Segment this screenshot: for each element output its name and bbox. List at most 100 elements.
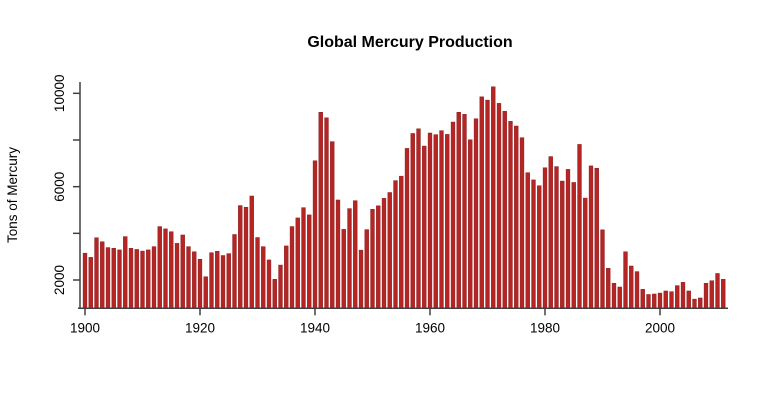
bar-1924 bbox=[220, 255, 226, 309]
bar-1909 bbox=[134, 249, 139, 309]
bar-1916 bbox=[174, 243, 180, 309]
bar-1927 bbox=[238, 205, 243, 309]
bar-1984 bbox=[565, 169, 571, 309]
bar-1991 bbox=[606, 268, 611, 309]
x-tick-label: 1960 bbox=[415, 320, 445, 335]
y-tick-label: 2000 bbox=[52, 265, 67, 295]
bar-1983 bbox=[560, 180, 565, 309]
x-tick-label: 2000 bbox=[645, 320, 675, 335]
bar-1979 bbox=[537, 185, 542, 309]
bar-1937 bbox=[295, 217, 300, 309]
bar-1944 bbox=[335, 199, 341, 309]
x-tick-label: 1940 bbox=[300, 320, 330, 335]
bar-1905 bbox=[111, 248, 116, 309]
bar-1920 bbox=[197, 258, 203, 309]
bar-1993 bbox=[617, 286, 622, 309]
bar-1921 bbox=[203, 276, 208, 309]
bar-1996 bbox=[634, 271, 640, 309]
bar-1986 bbox=[577, 144, 582, 309]
bar-2008 bbox=[703, 283, 709, 309]
y-tick-label: 6000 bbox=[52, 172, 67, 202]
bar-1901 bbox=[88, 257, 93, 309]
bar-1967 bbox=[468, 139, 473, 309]
bar-1995 bbox=[629, 265, 634, 309]
bar-1925 bbox=[226, 253, 231, 309]
bar-1933 bbox=[272, 279, 277, 309]
bar-1982 bbox=[554, 166, 559, 309]
bar-1900 bbox=[82, 252, 88, 309]
y-axis-label: Tons of Mercury bbox=[5, 147, 20, 243]
bar-2005 bbox=[686, 290, 691, 309]
bar-1956 bbox=[404, 148, 410, 309]
bar-1970 bbox=[485, 99, 490, 309]
bar-1908 bbox=[128, 248, 134, 309]
bar-1943 bbox=[330, 141, 335, 309]
bar-1959 bbox=[422, 145, 427, 309]
bar-2003 bbox=[675, 285, 680, 309]
bar-1988 bbox=[588, 165, 594, 309]
bar-1960 bbox=[427, 132, 433, 309]
bar-2004 bbox=[680, 282, 686, 309]
bar-1987 bbox=[583, 197, 588, 309]
bar-1974 bbox=[508, 121, 513, 309]
bar-1915 bbox=[169, 231, 174, 309]
bar-1918 bbox=[186, 246, 191, 309]
bar-1935 bbox=[284, 245, 289, 309]
bar-1929 bbox=[249, 195, 254, 309]
axes-group: 2000 6000 10000 1900 1920 1940 1960 1980 2000 bbox=[52, 75, 728, 335]
bar-1968 bbox=[473, 118, 479, 309]
bar-2011 bbox=[721, 279, 726, 309]
bar-1936 bbox=[289, 226, 295, 309]
bar-1917 bbox=[180, 234, 185, 309]
bar-1948 bbox=[358, 249, 364, 309]
bar-1997 bbox=[640, 289, 645, 309]
bar-1945 bbox=[341, 229, 346, 309]
bar-2001 bbox=[663, 290, 668, 309]
bar-1950 bbox=[370, 209, 375, 309]
bar-1946 bbox=[347, 208, 352, 309]
bar-1930 bbox=[255, 237, 260, 309]
bar-1938 bbox=[301, 207, 306, 309]
bar-1966 bbox=[462, 114, 467, 309]
bar-1906 bbox=[117, 249, 122, 309]
bar-1951 bbox=[376, 205, 381, 309]
bar-1904 bbox=[105, 247, 111, 309]
bar-1994 bbox=[623, 251, 628, 309]
chart-title: Global Mercury Production bbox=[307, 34, 512, 51]
bar-1961 bbox=[433, 134, 438, 309]
bar-2000 bbox=[657, 292, 663, 309]
bar-1939 bbox=[307, 214, 312, 309]
bar-1932 bbox=[266, 259, 272, 309]
bar-1975 bbox=[514, 125, 519, 309]
bar-1998 bbox=[646, 294, 651, 309]
y-tick-label: 10000 bbox=[52, 75, 67, 113]
bar-2006 bbox=[692, 298, 697, 309]
bar-1971 bbox=[491, 86, 496, 309]
bar-1913 bbox=[157, 226, 162, 309]
bar-1992 bbox=[611, 283, 617, 309]
bar-1911 bbox=[146, 249, 151, 309]
bar-1952 bbox=[381, 198, 387, 309]
bar-1934 bbox=[278, 264, 283, 309]
bar-1981 bbox=[548, 156, 553, 309]
bar-1964 bbox=[450, 121, 456, 309]
bar-1962 bbox=[439, 130, 444, 309]
bar-2009 bbox=[709, 280, 714, 309]
bar-1990 bbox=[600, 229, 605, 309]
bar-1914 bbox=[163, 228, 168, 309]
bar-1965 bbox=[456, 111, 461, 309]
bar-1910 bbox=[140, 250, 145, 309]
bar-1973 bbox=[502, 111, 507, 309]
bars-group bbox=[82, 86, 726, 309]
bar-1953 bbox=[387, 192, 392, 309]
bar-1999 bbox=[652, 293, 657, 309]
bar-1912 bbox=[151, 246, 157, 309]
bar-1949 bbox=[364, 229, 369, 309]
bar-1978 bbox=[531, 179, 536, 309]
bar-1977 bbox=[525, 172, 530, 309]
bar-1907 bbox=[123, 236, 128, 309]
bar-1955 bbox=[399, 175, 404, 309]
bar-1941 bbox=[318, 111, 323, 309]
